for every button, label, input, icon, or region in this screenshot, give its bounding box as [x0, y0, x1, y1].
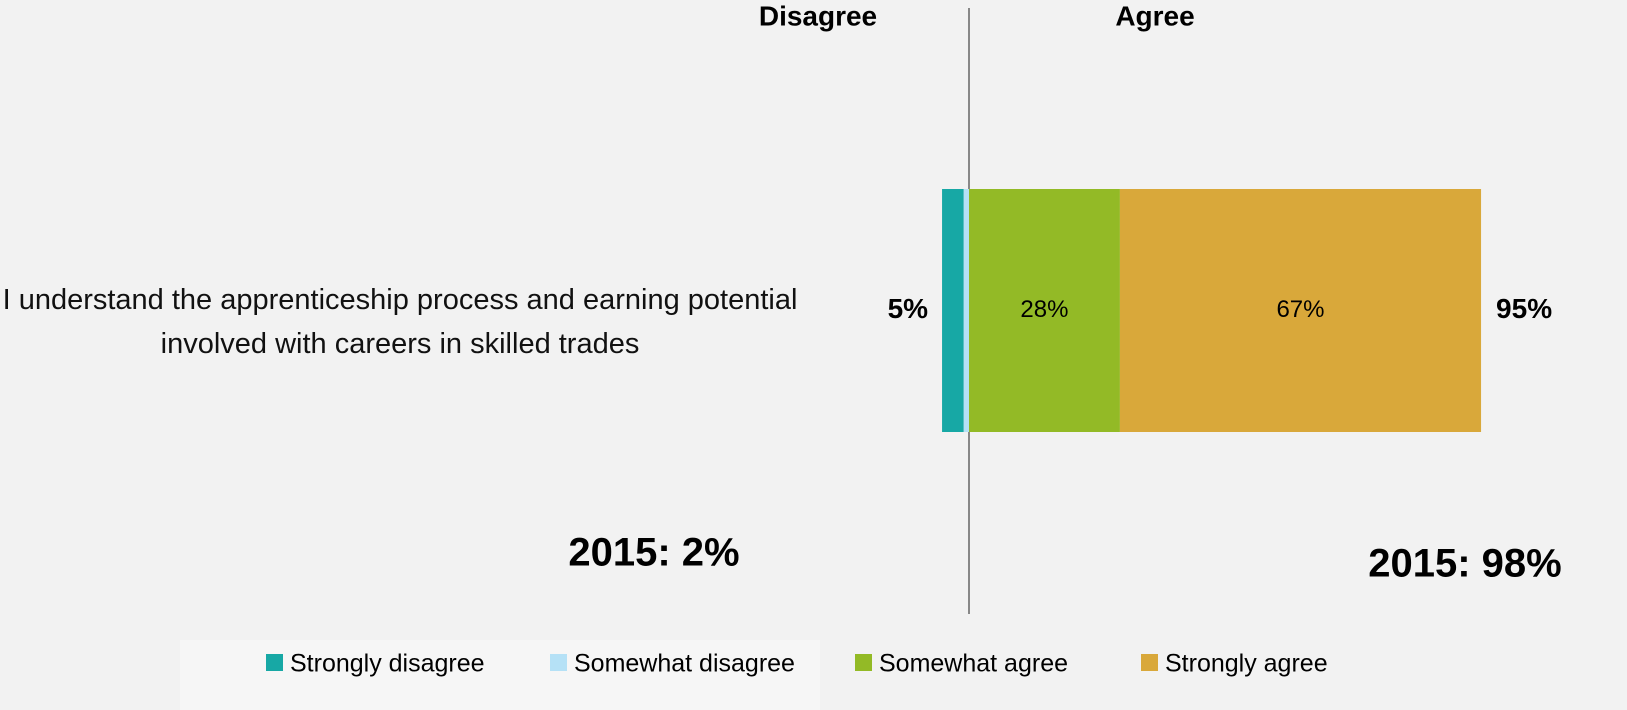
category-label: I understand the apprenticeship process … [2, 284, 798, 360]
header: Agree [1115, 0, 1194, 31]
legend-background [180, 640, 820, 710]
annotation: 2015: 2% [568, 531, 739, 575]
data-label: 28% [1020, 296, 1068, 323]
legend-swatch [1141, 654, 1158, 671]
legend-label: Somewhat disagree [574, 650, 795, 678]
bar [1119, 189, 1482, 432]
annotation: 2015: 98% [1368, 542, 1561, 586]
bar [969, 189, 1120, 432]
data-label: 67% [1276, 296, 1324, 323]
total-label: 5% [888, 293, 929, 324]
legend-swatch [266, 654, 283, 671]
legend-swatch [855, 654, 872, 671]
header: Disagree [759, 0, 877, 31]
total-label: 95% [1496, 293, 1552, 324]
legend-swatch [550, 654, 567, 671]
bar [942, 189, 964, 432]
legend-label: Strongly agree [1165, 650, 1328, 678]
legend-label: Strongly disagree [290, 650, 485, 678]
legend-label: Somewhat agree [879, 650, 1068, 678]
bar [963, 189, 969, 432]
